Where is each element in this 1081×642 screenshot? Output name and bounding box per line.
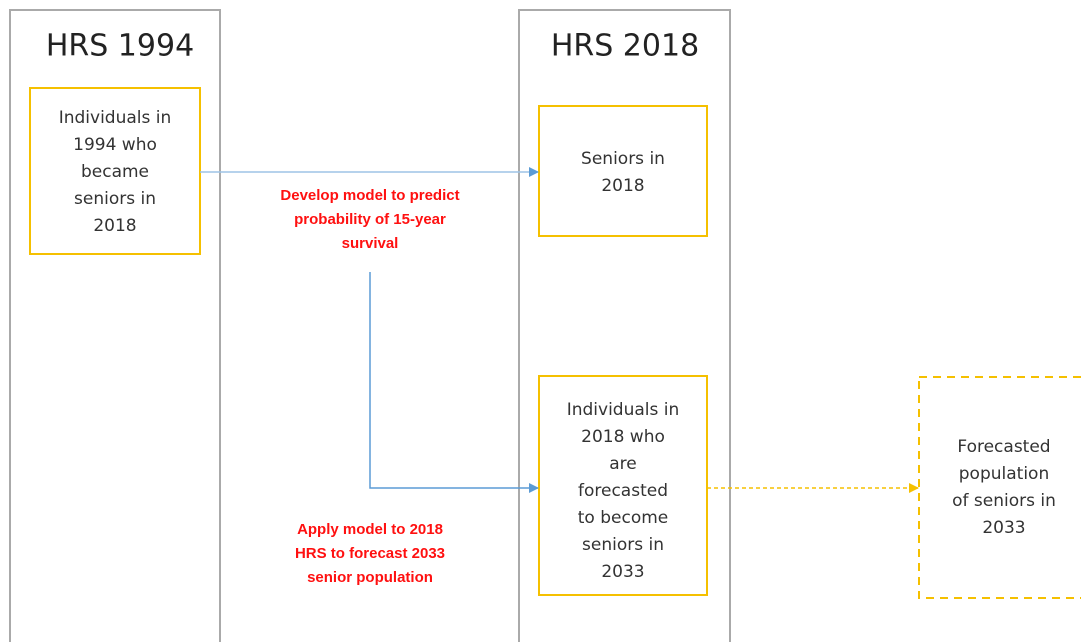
box-text: 2018	[93, 216, 136, 236]
box-text: are	[609, 454, 637, 474]
box-text: 2033	[601, 562, 644, 582]
box	[538, 375, 708, 596]
annotation: probability of 15-year	[294, 211, 446, 228]
labels: HRS 1994 HRS 2018 Individuals in 1994 who be…	[46, 29, 1056, 586]
annotation: Apply model to 2018	[297, 521, 443, 538]
annotation: senior population	[307, 569, 433, 586]
column-1994	[9, 9, 221, 642]
arrow	[369, 272, 539, 493]
dashed-box	[918, 376, 1081, 599]
column-title: HRS 1994	[46, 29, 194, 64]
box-text: 2033	[982, 518, 1025, 538]
box-text: population	[959, 464, 1049, 484]
annotation: HRS to forecast 2033	[295, 545, 445, 562]
box-text: 2018 who	[581, 427, 665, 447]
box-text: Forecasted	[957, 437, 1050, 457]
annotation: survival	[342, 235, 399, 252]
box-text: became	[81, 162, 149, 182]
box-text: Individuals in	[59, 108, 172, 128]
box-text: Individuals in	[567, 400, 680, 420]
box-text: Seniors in	[581, 149, 665, 169]
box-text: seniors in	[74, 189, 156, 209]
box-text: forecasted	[578, 481, 668, 501]
column-2018	[518, 9, 731, 642]
annotation: Develop model to predict	[280, 187, 459, 204]
box-text: of seniors in	[952, 491, 1056, 511]
box-text: to become	[578, 508, 669, 528]
column-title: HRS 2018	[551, 29, 699, 64]
box-text: seniors in	[582, 535, 664, 555]
box	[29, 87, 201, 255]
box-text: 2018	[601, 176, 644, 196]
box-text: 1994 who	[73, 135, 157, 155]
box	[538, 105, 708, 237]
